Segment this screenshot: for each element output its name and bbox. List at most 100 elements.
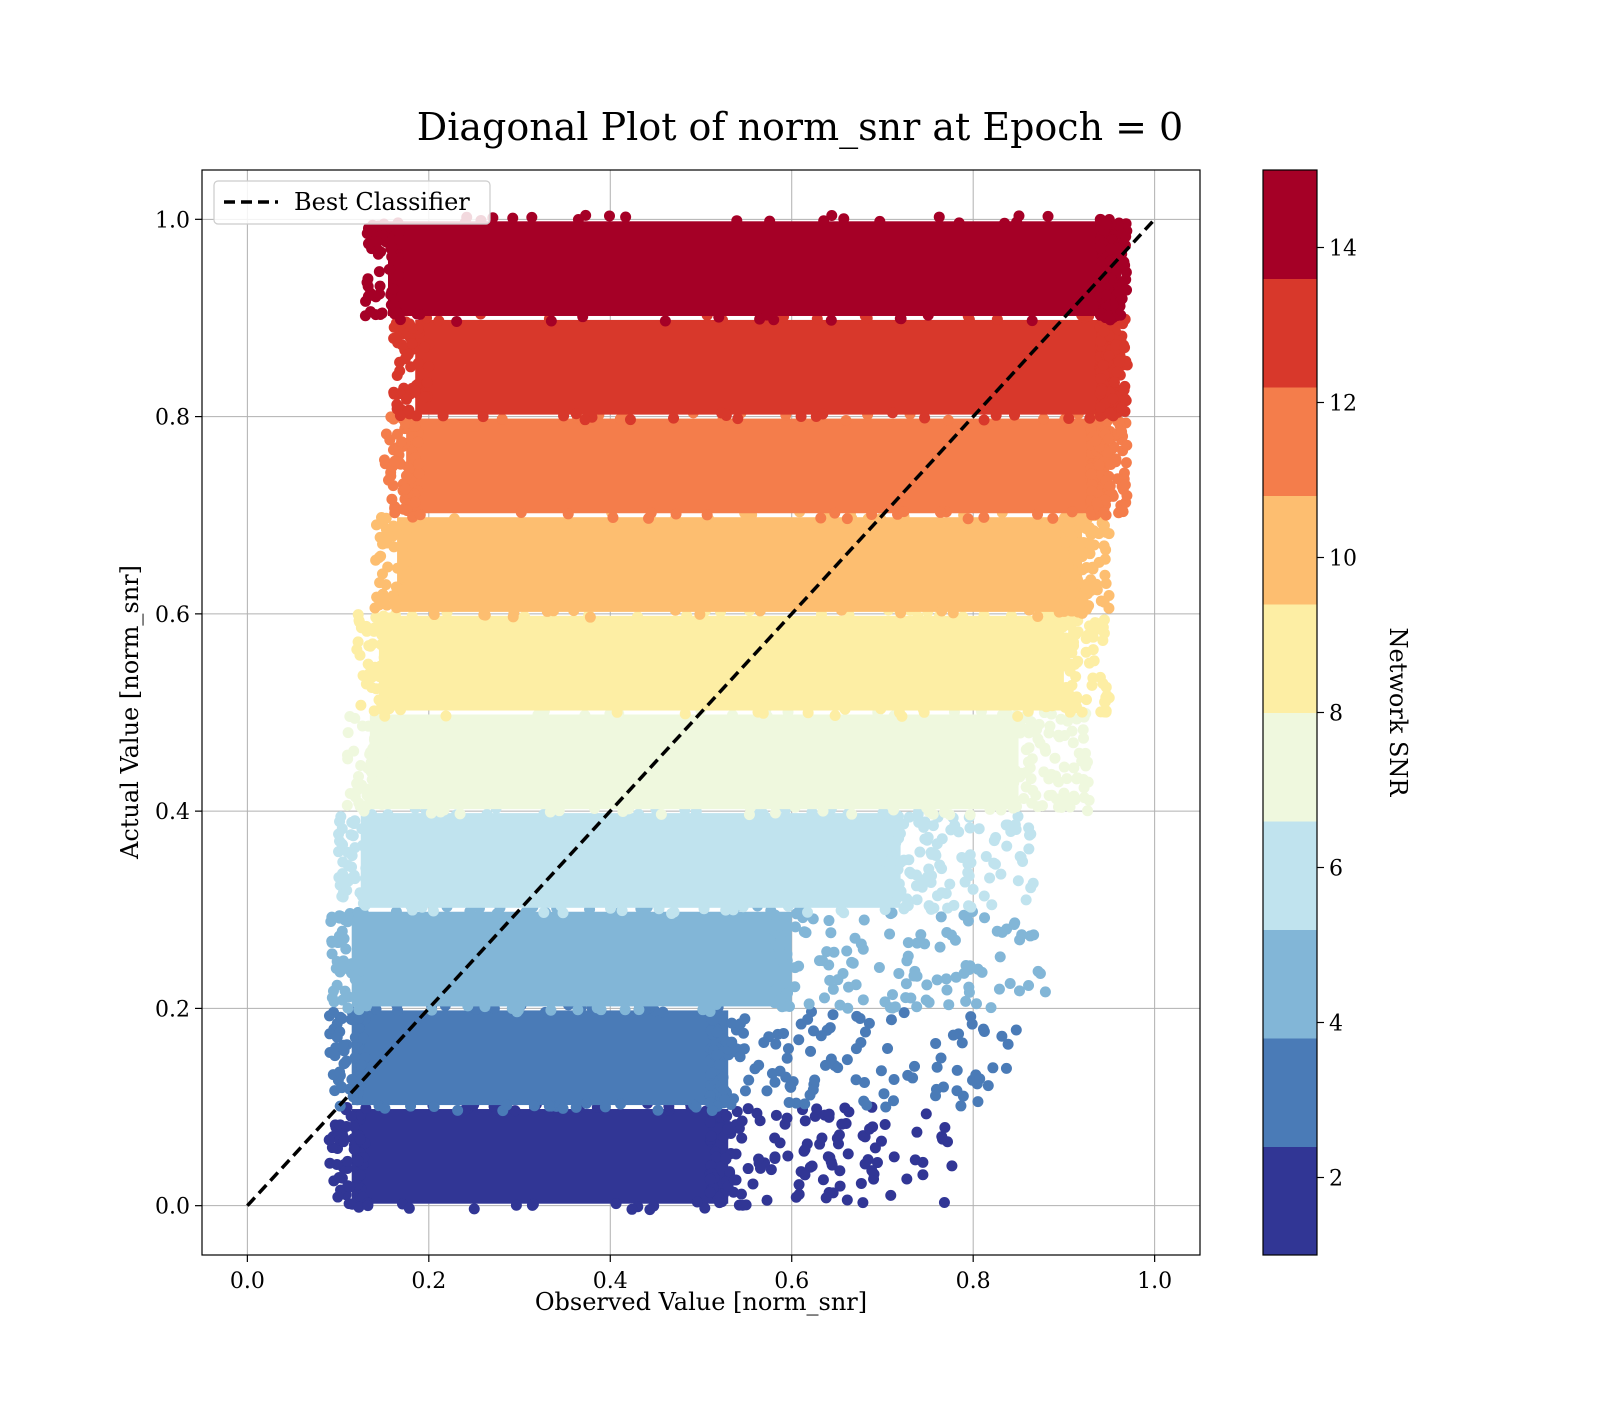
- scatter-point: [468, 1203, 480, 1215]
- scatter-point: [1042, 210, 1054, 222]
- scatter-point: [1062, 524, 1074, 536]
- scatter-point: [364, 746, 376, 758]
- scatter-point: [394, 365, 406, 377]
- scatter-point: [877, 807, 889, 819]
- scatter-point: [1049, 699, 1061, 711]
- reference-line-layer: [246, 218, 1156, 1207]
- scatter-point: [645, 507, 657, 519]
- scatter-point: [1084, 412, 1096, 424]
- scatter-point: [711, 1049, 723, 1061]
- scatter-point: [895, 313, 907, 325]
- colorbar-segment: [1263, 1038, 1317, 1147]
- scatter-point: [374, 731, 386, 743]
- scatter-point: [1014, 934, 1026, 946]
- scatter-point: [385, 676, 397, 688]
- scatter-point: [936, 605, 948, 617]
- scatter-point: [362, 238, 374, 250]
- band-3: [333, 802, 1039, 920]
- scatter-point: [349, 1031, 361, 1043]
- scatter-point: [374, 288, 386, 300]
- scatter-point: [927, 820, 939, 832]
- scatter-point: [620, 211, 632, 223]
- scatter-point: [1001, 840, 1013, 852]
- scatter-point: [1058, 605, 1070, 617]
- scatter-point: [1085, 468, 1097, 480]
- scatter-point: [409, 496, 421, 508]
- scatter-point: [381, 524, 393, 536]
- scatter-point: [1028, 929, 1040, 941]
- scatter-point: [921, 802, 933, 814]
- scatter-point: [894, 857, 906, 869]
- scatter-point: [1026, 753, 1038, 765]
- scatter-point: [381, 686, 393, 698]
- scatter-point: [996, 1030, 1008, 1042]
- scatter-point: [825, 927, 837, 939]
- scatter-point: [885, 1014, 897, 1026]
- scatter-point: [1086, 485, 1098, 497]
- scatter-point: [527, 1198, 539, 1210]
- scatter-point: [875, 1065, 887, 1077]
- scatter-point: [1098, 614, 1110, 626]
- scatter-point: [898, 1007, 910, 1019]
- scatter-point: [747, 1178, 759, 1190]
- scatter-point: [765, 905, 777, 917]
- scatter-point: [737, 1027, 749, 1039]
- scatter-point: [829, 507, 841, 519]
- scatter-point: [478, 609, 490, 621]
- scatter-point: [341, 884, 353, 896]
- scatter-point: [761, 309, 773, 321]
- y-tick-label: 0.0: [155, 1195, 190, 1220]
- scatter-point: [538, 906, 550, 918]
- scatter-point: [403, 596, 415, 608]
- scatter-point: [360, 678, 372, 690]
- scatter-point: [850, 1074, 862, 1086]
- scatter-point: [995, 735, 1007, 747]
- scatter-point: [1100, 681, 1112, 693]
- scatter-point: [1111, 264, 1123, 276]
- scatter-point: [960, 959, 972, 971]
- dense-region: [351, 1109, 729, 1204]
- scatter-point: [426, 1004, 438, 1016]
- scatter-point: [361, 227, 373, 239]
- scatter-point: [1095, 706, 1107, 718]
- scatter-point: [930, 1037, 942, 1049]
- scatter-point: [1032, 508, 1044, 520]
- scatter-point: [934, 941, 946, 953]
- scatter-point: [412, 436, 424, 448]
- scatter-point: [1058, 579, 1070, 591]
- scatter-point: [714, 1197, 726, 1209]
- scatter-point: [1091, 584, 1103, 596]
- scatter-point: [386, 493, 398, 505]
- scatter-point: [389, 507, 401, 519]
- scatter-point: [368, 662, 380, 674]
- scatter-point: [973, 823, 985, 835]
- scatter-point: [912, 611, 924, 623]
- scatter-point: [857, 1197, 869, 1209]
- scatter-point: [978, 890, 990, 902]
- scatter-point: [344, 1181, 356, 1193]
- scatter-point: [1119, 342, 1131, 354]
- scatter-point: [615, 1098, 627, 1110]
- scatter-point: [978, 414, 990, 426]
- scatter-point: [1029, 726, 1041, 738]
- colorbar-tick-label: 4: [1329, 1012, 1343, 1037]
- scatter-point: [803, 998, 815, 1010]
- scatter-point: [1083, 657, 1095, 669]
- scatter-point: [1089, 617, 1101, 629]
- scatter-point: [406, 337, 418, 349]
- scatter-point: [405, 1100, 417, 1112]
- scatter-point: [1011, 801, 1023, 813]
- scatter-point: [1095, 385, 1107, 397]
- scatter-point: [657, 1006, 669, 1018]
- scatter-point: [370, 1003, 382, 1015]
- scatter-point: [1072, 606, 1084, 618]
- scatter-point: [361, 889, 373, 901]
- scatter-point: [739, 1085, 751, 1097]
- scatter-point: [414, 509, 426, 521]
- scatter-point: [832, 974, 844, 986]
- scatter-point: [704, 1116, 716, 1128]
- scatter-point: [962, 915, 974, 927]
- scatter-point: [834, 1180, 846, 1192]
- scatter-point: [1101, 446, 1113, 458]
- scatter-point: [362, 290, 374, 302]
